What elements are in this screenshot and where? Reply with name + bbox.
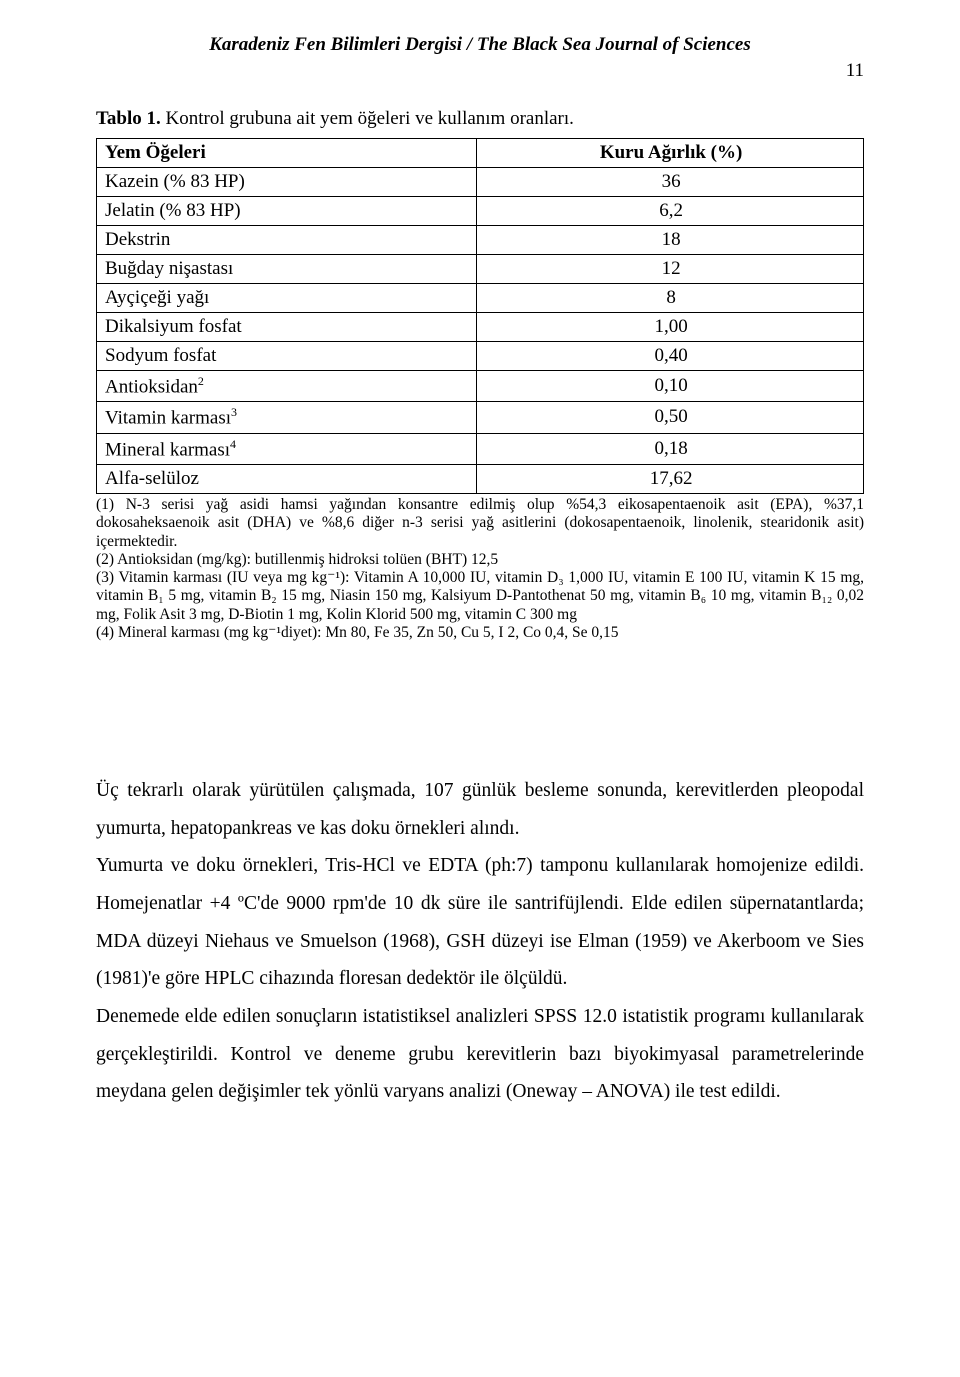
table-caption-lead: Tablo 1. (96, 108, 161, 129)
row-label: Sodyum fosfat (97, 342, 477, 371)
footnote-1: (1) N-3 serisi yağ asidi hamsi yağından … (96, 496, 864, 551)
row-label: Buğday nişastası (97, 255, 477, 284)
row-value: 0,10 (477, 371, 864, 402)
paragraph: Denemede elde edilen sonuçların istatist… (96, 998, 864, 1111)
table-row: Mineral karması40,18 (97, 433, 864, 464)
data-table: Yem Öğeleri Kuru Ağırlık (%) Kazein (% 8… (96, 138, 864, 494)
row-label: Vitamin karması3 (97, 402, 477, 433)
page: Karadeniz Fen Bilimleri Dergisi / The Bl… (0, 0, 960, 1377)
row-label: Kazein (% 83 HP) (97, 168, 477, 197)
footnote-2: (2) Antioksidan (mg/kg): butillenmiş hid… (96, 551, 864, 569)
footnote-3: (3) Vitamin karması (IU veya mg kg⁻¹): V… (96, 569, 864, 624)
table-caption-rest: Kontrol grubuna ait yem öğeleri ve kulla… (161, 108, 574, 129)
table-header-row: Yem Öğeleri Kuru Ağırlık (%) (97, 139, 864, 168)
row-value: 18 (477, 226, 864, 255)
paragraph: Yumurta ve doku örnekleri, Tris-HCl ve E… (96, 847, 864, 998)
col2-header: Kuru Ağırlık (%) (477, 139, 864, 168)
table-row: Buğday nişastası12 (97, 255, 864, 284)
row-value: 12 (477, 255, 864, 284)
row-label: Alfa-selüloz (97, 464, 477, 493)
table-footnotes: (1) N-3 serisi yağ asidi hamsi yağından … (96, 496, 864, 642)
page-number: 11 (96, 60, 864, 82)
row-label: Dikalsiyum fosfat (97, 313, 477, 342)
table-row: Antioksidan20,10 (97, 371, 864, 402)
table-row: Sodyum fosfat0,40 (97, 342, 864, 371)
row-value: 6,2 (477, 197, 864, 226)
row-label: Dekstrin (97, 226, 477, 255)
table-row: Kazein (% 83 HP)36 (97, 168, 864, 197)
row-value: 8 (477, 284, 864, 313)
row-value: 1,00 (477, 313, 864, 342)
table-row: Dekstrin18 (97, 226, 864, 255)
row-label: Ayçiçeği yağı (97, 284, 477, 313)
row-value: 17,62 (477, 464, 864, 493)
table-row: Dikalsiyum fosfat1,00 (97, 313, 864, 342)
running-title: Karadeniz Fen Bilimleri Dergisi / The Bl… (96, 34, 864, 56)
footnote-4: (4) Mineral karması (mg kg⁻¹diyet): Mn 8… (96, 624, 864, 642)
paragraph: Üç tekrarlı olarak yürütülen çalışmada, … (96, 772, 864, 847)
col1-header: Yem Öğeleri (97, 139, 477, 168)
row-value: 0,50 (477, 402, 864, 433)
row-value: 36 (477, 168, 864, 197)
table-row: Jelatin (% 83 HP)6,2 (97, 197, 864, 226)
body-text: Üç tekrarlı olarak yürütülen çalışmada, … (96, 772, 864, 1111)
table-row: Vitamin karması30,50 (97, 402, 864, 433)
row-label: Jelatin (% 83 HP) (97, 197, 477, 226)
table-row: Alfa-selüloz17,62 (97, 464, 864, 493)
table-caption: Tablo 1. Kontrol grubuna ait yem öğeleri… (96, 108, 864, 130)
row-label: Mineral karması4 (97, 433, 477, 464)
row-label: Antioksidan2 (97, 371, 477, 402)
row-value: 0,18 (477, 433, 864, 464)
table-row: Ayçiçeği yağı8 (97, 284, 864, 313)
row-value: 0,40 (477, 342, 864, 371)
